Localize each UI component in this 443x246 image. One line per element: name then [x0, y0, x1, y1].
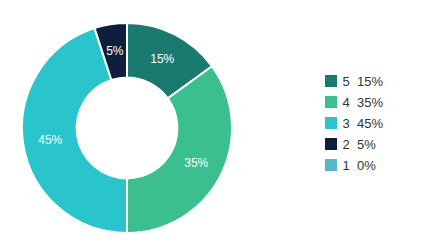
- svg-text:35%: 35%: [184, 156, 208, 170]
- html-text:4 35%: 4 35%: [342, 94, 383, 110]
- html-text:3 45%: 3 45%: [342, 115, 383, 131]
- svg-text:5%: 5%: [106, 44, 124, 58]
- html-text:5 15%: 5 15%: [342, 73, 383, 89]
- html-text:2 5%: 2 5%: [342, 136, 376, 152]
- html-text:1 0%: 1 0%: [342, 157, 376, 173]
- svg-text:45%: 45%: [38, 133, 62, 147]
- svg-text:15%: 15%: [150, 52, 174, 66]
